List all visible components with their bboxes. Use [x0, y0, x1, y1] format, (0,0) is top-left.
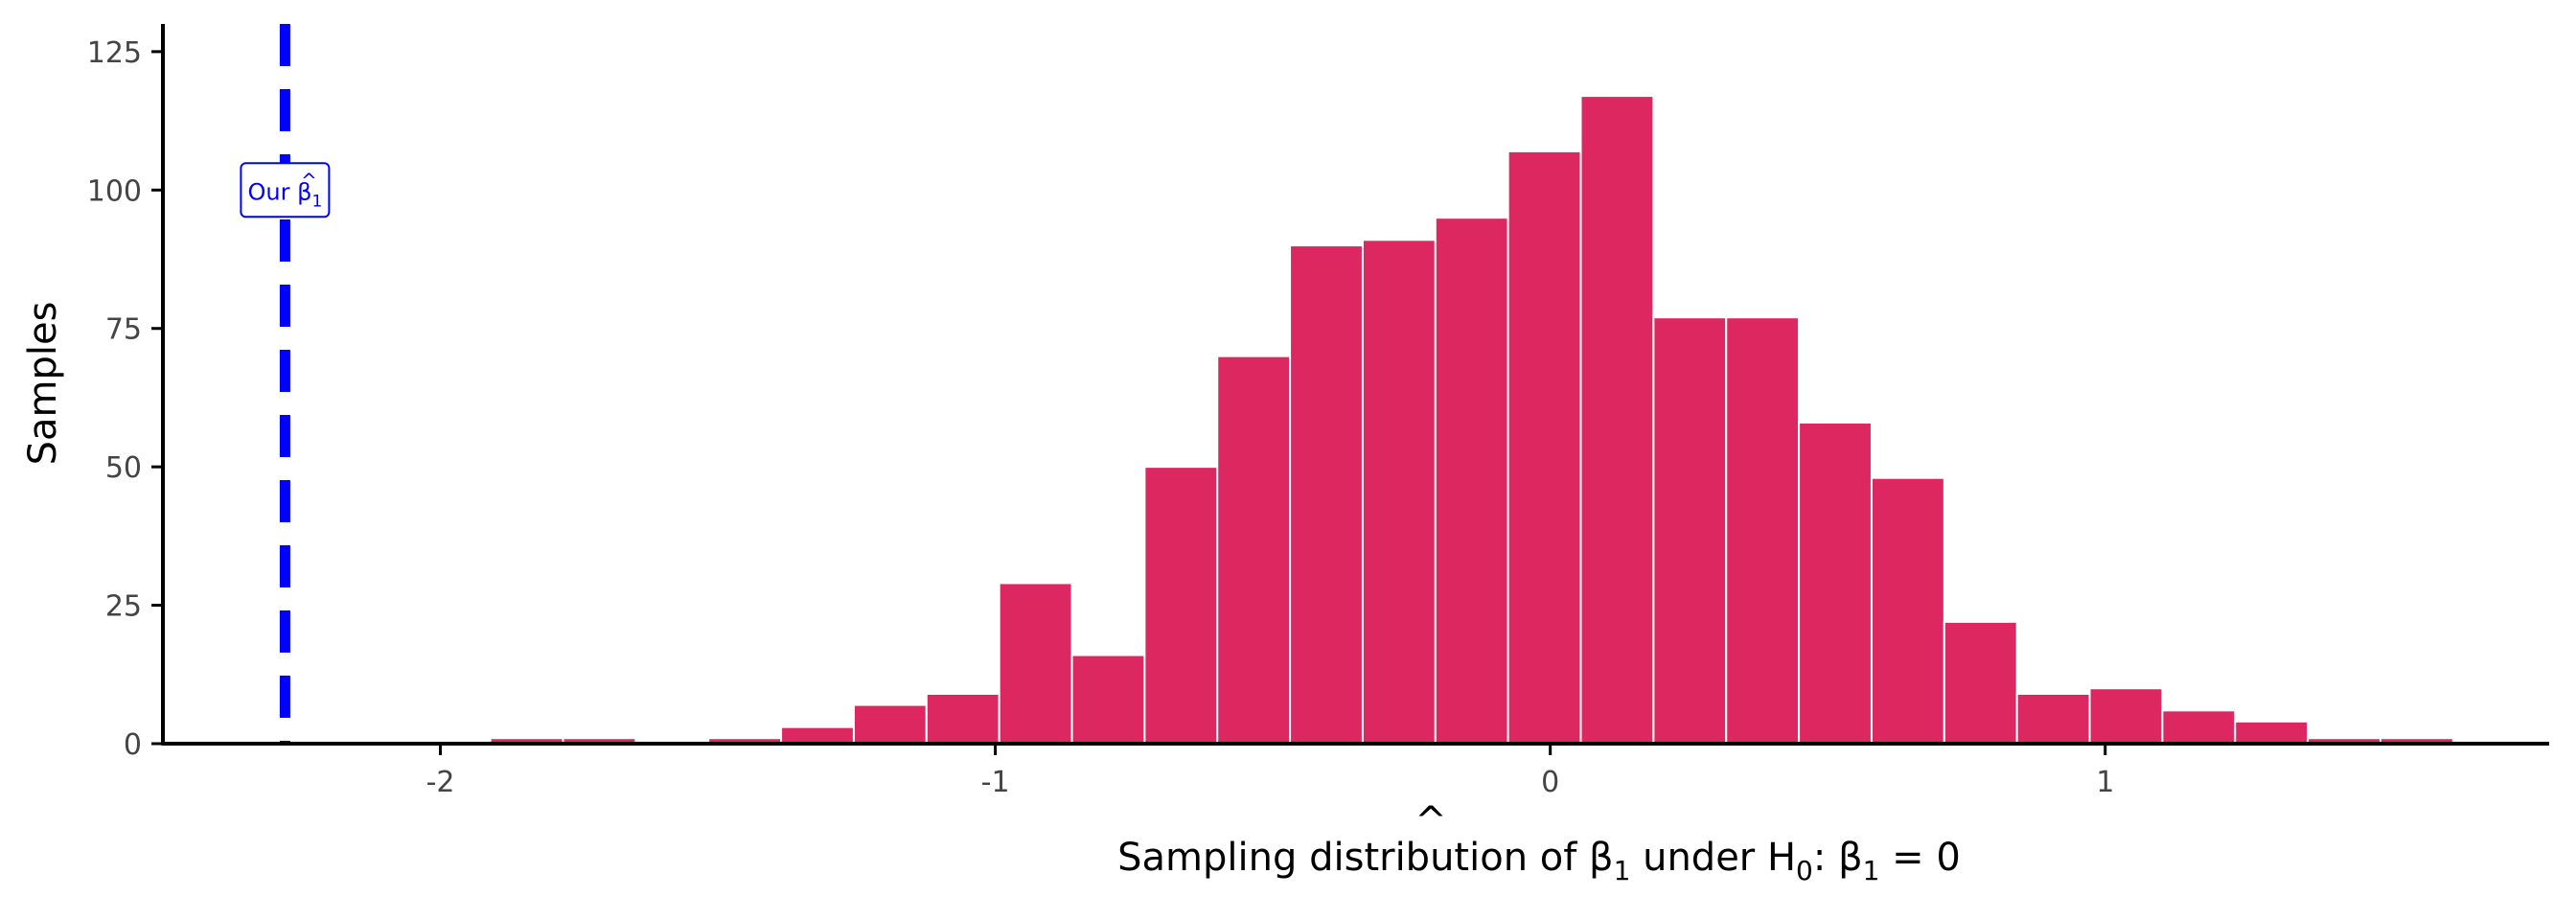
x-axis-title-sub1: 1	[1614, 855, 1631, 886]
histogram-bar-19	[1943, 620, 2018, 746]
reference-label-text: Our β1	[248, 178, 323, 211]
x-tick-label: 0	[1541, 766, 1559, 799]
y-tick-label: 125	[87, 36, 142, 70]
x-tick-label: 1	[2096, 766, 2114, 799]
y-tick-label: 0	[124, 728, 142, 762]
x-axis-title-sub2: 0	[1796, 855, 1813, 886]
x-axis-title: Sampling distribution of β1 under H0: β1…	[1117, 836, 1961, 886]
x-axis-title-main: Sampling distribution of β	[1117, 836, 1613, 880]
x-axis-title-tail: = 0	[1879, 836, 1960, 880]
x-axis-title-mid: under H	[1630, 836, 1796, 880]
histogram-bar-21	[2088, 687, 2164, 746]
y-tick-label: 50	[105, 451, 142, 485]
histogram-bar-5	[925, 693, 1000, 745]
histogram-bar-18	[1870, 476, 1945, 745]
y-tick-label: 75	[105, 313, 142, 347]
histogram-bar-6	[998, 582, 1073, 745]
histogram-bar-23	[2234, 720, 2310, 746]
histogram-bar-12	[1434, 217, 1509, 745]
axes-layer	[161, 24, 2549, 746]
x-axis-title-sub3: 1	[1863, 855, 1880, 886]
x-axis-title-colon: : β	[1813, 836, 1863, 880]
reference-label-hat: ^	[301, 169, 317, 192]
histogram-bar-9	[1216, 355, 1292, 745]
x-tick-label: -1	[981, 766, 1010, 799]
histogram-bar-16	[1725, 316, 1801, 745]
histogram-bar-7	[1070, 654, 1146, 745]
histogram-bar-3	[780, 725, 855, 746]
bars-layer	[489, 95, 2454, 746]
reference-line-layer: Our β1^	[240, 24, 331, 744]
ticks-layer: -2 -1 0 1 0 25 50 75 100 125	[87, 36, 2115, 799]
x-axis-title-hat: ^	[1414, 799, 1447, 843]
reference-label-main: Our β	[248, 178, 312, 205]
reference-label-box	[240, 162, 331, 218]
histogram-bar-20	[2015, 693, 2091, 745]
y-tick-label: 25	[105, 590, 142, 624]
x-tick-label: -2	[426, 766, 455, 799]
histogram-bar-22	[2161, 709, 2237, 745]
histogram-bar-11	[1361, 239, 1437, 746]
reference-label-sub: 1	[311, 192, 322, 211]
histogram-bar-13	[1506, 150, 1582, 746]
histogram-bar-10	[1289, 244, 1364, 746]
histogram-bar-17	[1798, 421, 1873, 745]
histogram-bar-15	[1652, 316, 1728, 745]
y-tick-label: 100	[87, 174, 142, 208]
histogram-bar-4	[852, 703, 928, 745]
y-axis-title: Samples	[21, 302, 65, 466]
histogram-bar-8	[1143, 466, 1219, 745]
histogram-bar-14	[1579, 95, 1655, 746]
